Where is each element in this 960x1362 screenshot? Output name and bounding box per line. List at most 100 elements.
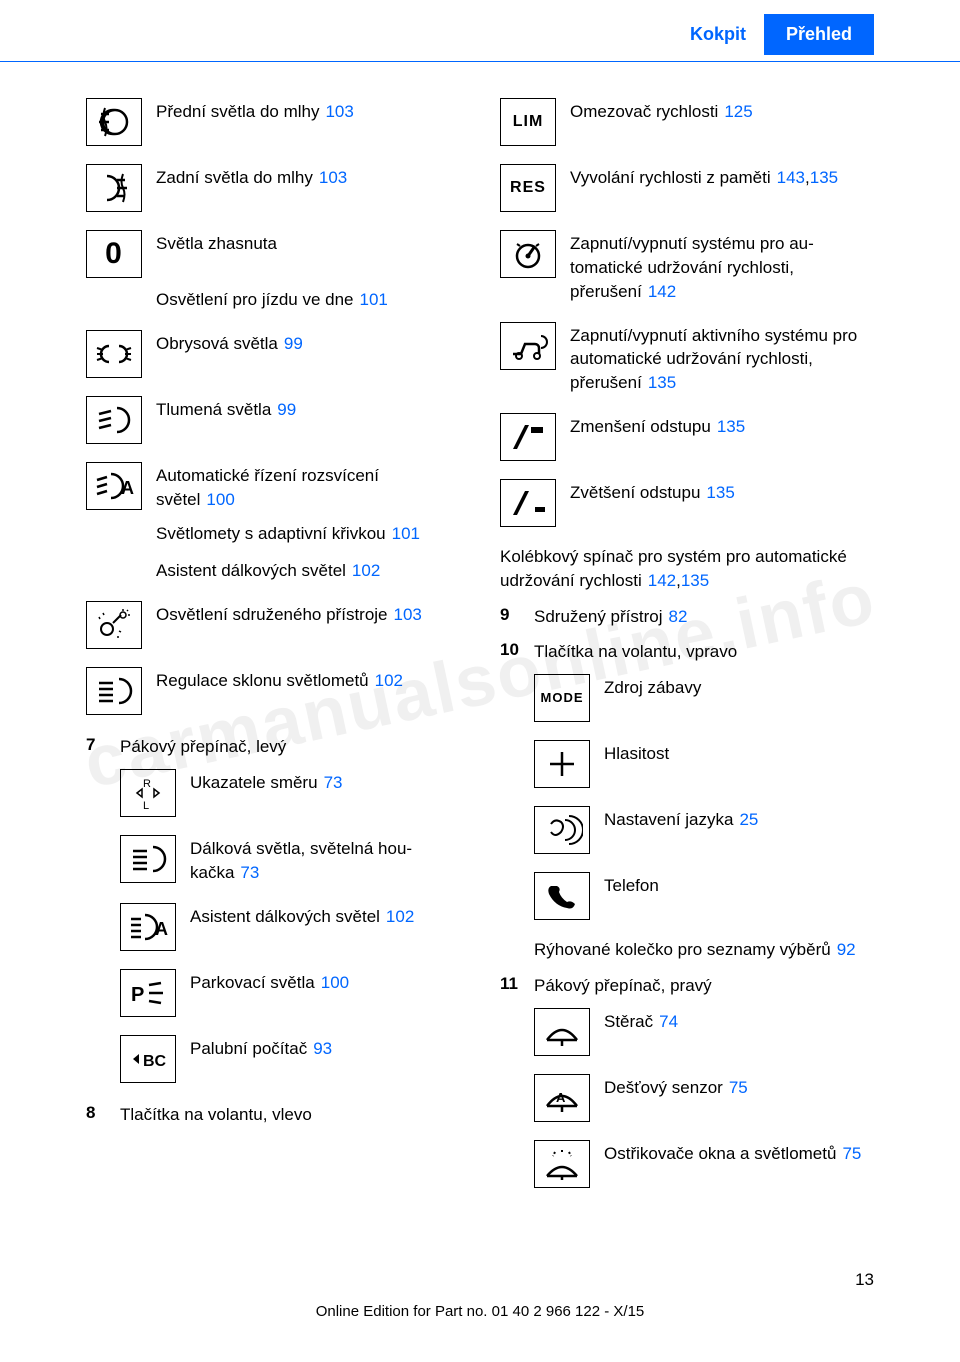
label: Ostřikovače okna a světlo­metů: [604, 1144, 836, 1163]
label: Zdroj zábavy: [604, 678, 701, 697]
volume-icon: [534, 740, 590, 788]
content: Přední světla do mlhy 103 Zadní světla do…: [0, 62, 960, 1206]
page-ref[interactable]: 102: [375, 671, 403, 690]
section-number: 9: [500, 603, 534, 629]
mode-icon: MODE: [534, 674, 590, 722]
list-item: Zmenšení odstupu135: [500, 413, 874, 461]
list-item: Zadní světla do mlhy103: [86, 164, 460, 212]
list-item: LIM Omezovač rychlosti 125: [500, 98, 874, 146]
list-item: Přední světla do mlhy 103: [86, 98, 460, 146]
list-item: A Asistent dálkových světel 102: [120, 903, 460, 951]
label: Světlomety s adaptivní křiv­kou: [156, 524, 386, 543]
header-kokpit: Kokpit: [690, 22, 764, 47]
page-ref[interactable]: 103: [319, 168, 347, 187]
page-ref[interactable]: 142: [648, 571, 676, 590]
front-fog-icon: [86, 98, 142, 146]
page-ref[interactable]: 135: [706, 483, 734, 502]
auto-light-icon: A: [86, 462, 142, 510]
page-ref[interactable]: 135: [810, 168, 838, 187]
list-item: Zapnutí/vypnutí systému pro au­tomatické…: [500, 230, 874, 303]
high-beam-icon: [120, 835, 176, 883]
decrease-distance-icon: [500, 413, 556, 461]
right-column: LIM Omezovač rychlosti 125 RES Vyvolání r…: [480, 98, 874, 1206]
page-ref[interactable]: 100: [321, 973, 349, 992]
label: Hlasitost: [604, 744, 669, 763]
section-title: Pákový přepínač, levý: [120, 733, 460, 759]
svg-text:BC: BC: [143, 1053, 167, 1070]
page-ref[interactable]: 73: [324, 773, 343, 792]
section-10: 10 Tlačítka na volantu, vpravo: [500, 638, 874, 664]
label: Obrysová světla: [156, 334, 278, 353]
page-ref[interactable]: 100: [206, 490, 234, 509]
label: Dálková světla, světelná hou­kačka: [190, 839, 412, 882]
res-icon: RES: [500, 164, 556, 212]
label: Zapnutí/vypnutí systému pro au­tomatické…: [570, 234, 814, 301]
list-item: Telefon: [534, 872, 874, 920]
page-ref[interactable]: 74: [659, 1012, 678, 1031]
list-item: Hlasitost: [534, 740, 874, 788]
page-ref[interactable]: 125: [724, 102, 752, 121]
page-ref[interactable]: 142: [648, 282, 676, 301]
page-ref[interactable]: 73: [240, 863, 259, 882]
voice-icon: [534, 806, 590, 854]
page-ref[interactable]: 99: [284, 334, 303, 353]
page-ref[interactable]: 99: [277, 400, 296, 419]
turn-signal-icon: RL: [120, 769, 176, 817]
label: Zvětšení odstupu: [570, 483, 700, 502]
page-ref[interactable]: 135: [648, 373, 676, 392]
page-ref[interactable]: 92: [837, 940, 856, 959]
rocker-text: Kolébkový spínač pro systém pro automa­t…: [500, 545, 874, 593]
label: Vyvolání rychlosti z pa­měti: [570, 168, 771, 187]
page-ref[interactable]: 25: [739, 810, 758, 829]
label: Palubní počítač: [190, 1039, 307, 1058]
page-ref[interactable]: 101: [392, 524, 420, 543]
page-ref[interactable]: 103: [325, 102, 353, 121]
section-title: Pákový přepínač, pravý: [534, 972, 874, 998]
list-item: Dálková světla, světelná hou­kačka73: [120, 835, 460, 885]
page-ref[interactable]: 103: [394, 605, 422, 624]
page-ref[interactable]: 102: [352, 561, 380, 580]
label: Ukazatele směru: [190, 773, 318, 792]
label: Zapnutí/vypnutí aktivního sy­stému pro a…: [570, 326, 857, 393]
list-item: RL Ukazatele směru 73: [120, 769, 460, 817]
high-beam-assist-icon: A: [120, 903, 176, 951]
page-ref[interactable]: 135: [717, 417, 745, 436]
page-ref[interactable]: 135: [681, 571, 709, 590]
list-item: MODE Zdroj zábavy: [534, 674, 874, 722]
list-item: BC Palubní počítač 93: [120, 1035, 460, 1083]
section-number: 8: [86, 1101, 120, 1127]
page-ref[interactable]: 75: [842, 1144, 861, 1163]
active-cruise-icon: [500, 322, 556, 370]
label: Dešťový senzor: [604, 1078, 723, 1097]
page-ref[interactable]: 101: [360, 290, 388, 309]
page-ref[interactable]: 93: [313, 1039, 332, 1058]
label: Asistent dálkových světel: [190, 907, 380, 926]
label: Přední světla do mlhy: [156, 102, 319, 121]
section-number: 7: [86, 733, 120, 759]
list-item: Světlomety s adaptivní křiv­kou 101: [86, 520, 460, 546]
list-item: 0 Světla zhasnuta: [86, 230, 460, 278]
list-item: Zvětšení odstupu 135: [500, 479, 874, 527]
page-header: Kokpit Přehled: [0, 0, 960, 62]
svg-text:P: P: [131, 984, 144, 1006]
rear-fog-icon: [86, 164, 142, 212]
label: Stěrač: [604, 1012, 653, 1031]
label: Světla zhasnuta: [156, 234, 277, 253]
label: Automatické řízení rozsvícení světel: [156, 466, 379, 509]
list-item: A Dešťový senzor75: [534, 1074, 874, 1122]
wiper-icon: [534, 1008, 590, 1056]
headlight-level-icon: [86, 667, 142, 715]
label: Regulace sklonu světlo­metů: [156, 671, 369, 690]
list-item: Osvětlení pro jízdu ve dne101: [86, 286, 460, 312]
label: Omezovač rychlosti: [570, 102, 718, 121]
page-ref[interactable]: 82: [669, 607, 688, 626]
increase-distance-icon: [500, 479, 556, 527]
lim-icon: LIM: [500, 98, 556, 146]
list-item: P Parkovací světla100: [120, 969, 460, 1017]
page-ref[interactable]: 75: [729, 1078, 748, 1097]
svg-text:A: A: [121, 478, 134, 498]
lights-off-icon: 0: [86, 230, 142, 278]
page-ref[interactable]: 143: [777, 168, 805, 187]
page-ref[interactable]: 102: [386, 907, 414, 926]
section-9: 9 Sdružený přístroj82: [500, 603, 874, 629]
